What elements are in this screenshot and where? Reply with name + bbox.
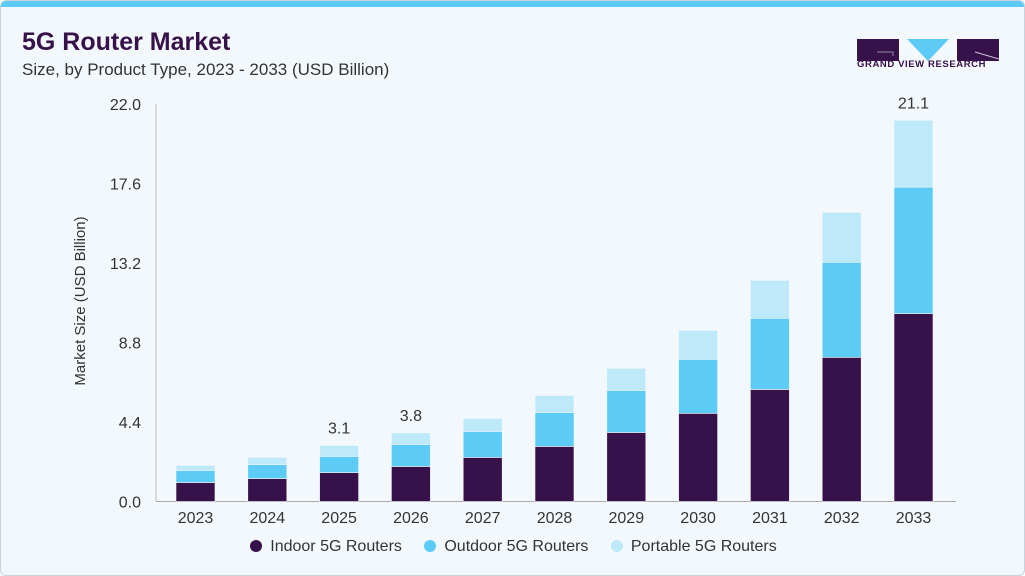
x-tick-label: 2030 (680, 510, 716, 527)
x-tick-label: 2032 (824, 510, 860, 527)
x-tick-label: 2026 (393, 510, 429, 527)
bar-segment-2027-portable (462, 418, 503, 432)
bar-segment-2024-indoor (247, 478, 288, 502)
bar-segment-2027-outdoor (462, 431, 503, 458)
bar-segment-2032-portable (821, 212, 862, 263)
x-tick-label: 2033 (896, 510, 932, 527)
bar-segment-2026-indoor (391, 466, 431, 502)
bar-segment-2024-outdoor (247, 464, 288, 479)
legend-item-portable: Portable 5G Routers (610, 538, 777, 556)
legend-item-outdoor: Outdoor 5G Routers (424, 538, 588, 556)
legend-swatch (610, 540, 623, 552)
bar-segment-2033-indoor (893, 313, 934, 502)
y-tick-label: 13.2 (110, 256, 141, 273)
bar-segment-2028-indoor (534, 446, 575, 502)
bar-segment-2029-outdoor (606, 390, 647, 433)
y-tick-label: 8.8 (119, 336, 141, 353)
bar-segment-2030-outdoor (678, 359, 718, 414)
bar-segment-2023-outdoor (175, 470, 216, 483)
bar-segment-2030-portable (678, 330, 718, 360)
bar-segment-2028-outdoor (534, 412, 575, 447)
x-tick-label: 2025 (321, 510, 357, 527)
bar-segment-2031-portable (750, 280, 790, 319)
bar-segment-2026-portable (391, 432, 431, 445)
x-tick-label: 2024 (250, 510, 286, 527)
legend: Indoor 5G Routers Outdoor 5G Routers Por… (1, 538, 1024, 556)
data-label-2026: 3.8 (400, 408, 422, 425)
bar-segment-2031-outdoor (750, 317, 790, 390)
x-tick-label: 2029 (609, 510, 645, 527)
bar-segment-2025-indoor (319, 472, 359, 502)
y-axis-label: Market Size (USD Billion) (72, 216, 89, 385)
legend-label: Outdoor 5G Routers (444, 538, 589, 555)
bar-segment-2029-portable (606, 368, 647, 391)
bar-segment-2023-indoor (175, 482, 216, 502)
y-tick-label: 0.0 (119, 495, 141, 512)
bar-segment-2025-outdoor (319, 456, 359, 473)
bar-segment-2023-portable (175, 465, 216, 471)
bar-segment-2033-outdoor (893, 186, 934, 314)
logo-text: GRAND VIEW RESEARCH (857, 59, 987, 70)
bar-segment-2032-indoor (821, 357, 862, 502)
y-tick-label: 17.6 (110, 177, 141, 194)
legend-label: Portable 5G Routers (630, 538, 777, 555)
legend-swatch (424, 540, 437, 552)
bar-segment-2024-portable (247, 457, 288, 465)
bar-segment-2031-indoor (750, 389, 790, 502)
x-tick-label: 2031 (752, 510, 788, 527)
legend-label: Indoor 5G Routers (270, 538, 402, 555)
bar-segment-2033-portable (893, 119, 934, 188)
chart-title: 5G Router Market (22, 28, 231, 56)
data-label-2033: 21.1 (898, 95, 929, 112)
bar-segment-2025-portable (319, 445, 359, 457)
chart-subtitle: Size, by Product Type, 2023 - 2033 (USD … (22, 60, 390, 79)
bar-segment-2032-outdoor (821, 261, 862, 358)
bar-segment-2029-indoor (606, 432, 647, 502)
gvr-logo (857, 39, 999, 61)
x-tick-label: 2028 (537, 510, 573, 527)
accent-bar (1, 1, 1024, 7)
x-tick-label: 2023 (178, 510, 214, 527)
bar-segment-2026-outdoor (391, 444, 431, 467)
bar-segment-2028-portable (534, 395, 575, 413)
y-tick-label: 22.0 (110, 97, 141, 114)
x-tick-label: 2027 (465, 510, 501, 527)
legend-item-indoor: Indoor 5G Routers (250, 538, 402, 556)
data-label-2025: 3.1 (328, 420, 350, 437)
bar-segment-2027-indoor (462, 457, 503, 502)
y-tick-label: 4.4 (119, 415, 141, 432)
legend-swatch (250, 540, 263, 552)
bar-segment-2030-indoor (678, 413, 718, 502)
